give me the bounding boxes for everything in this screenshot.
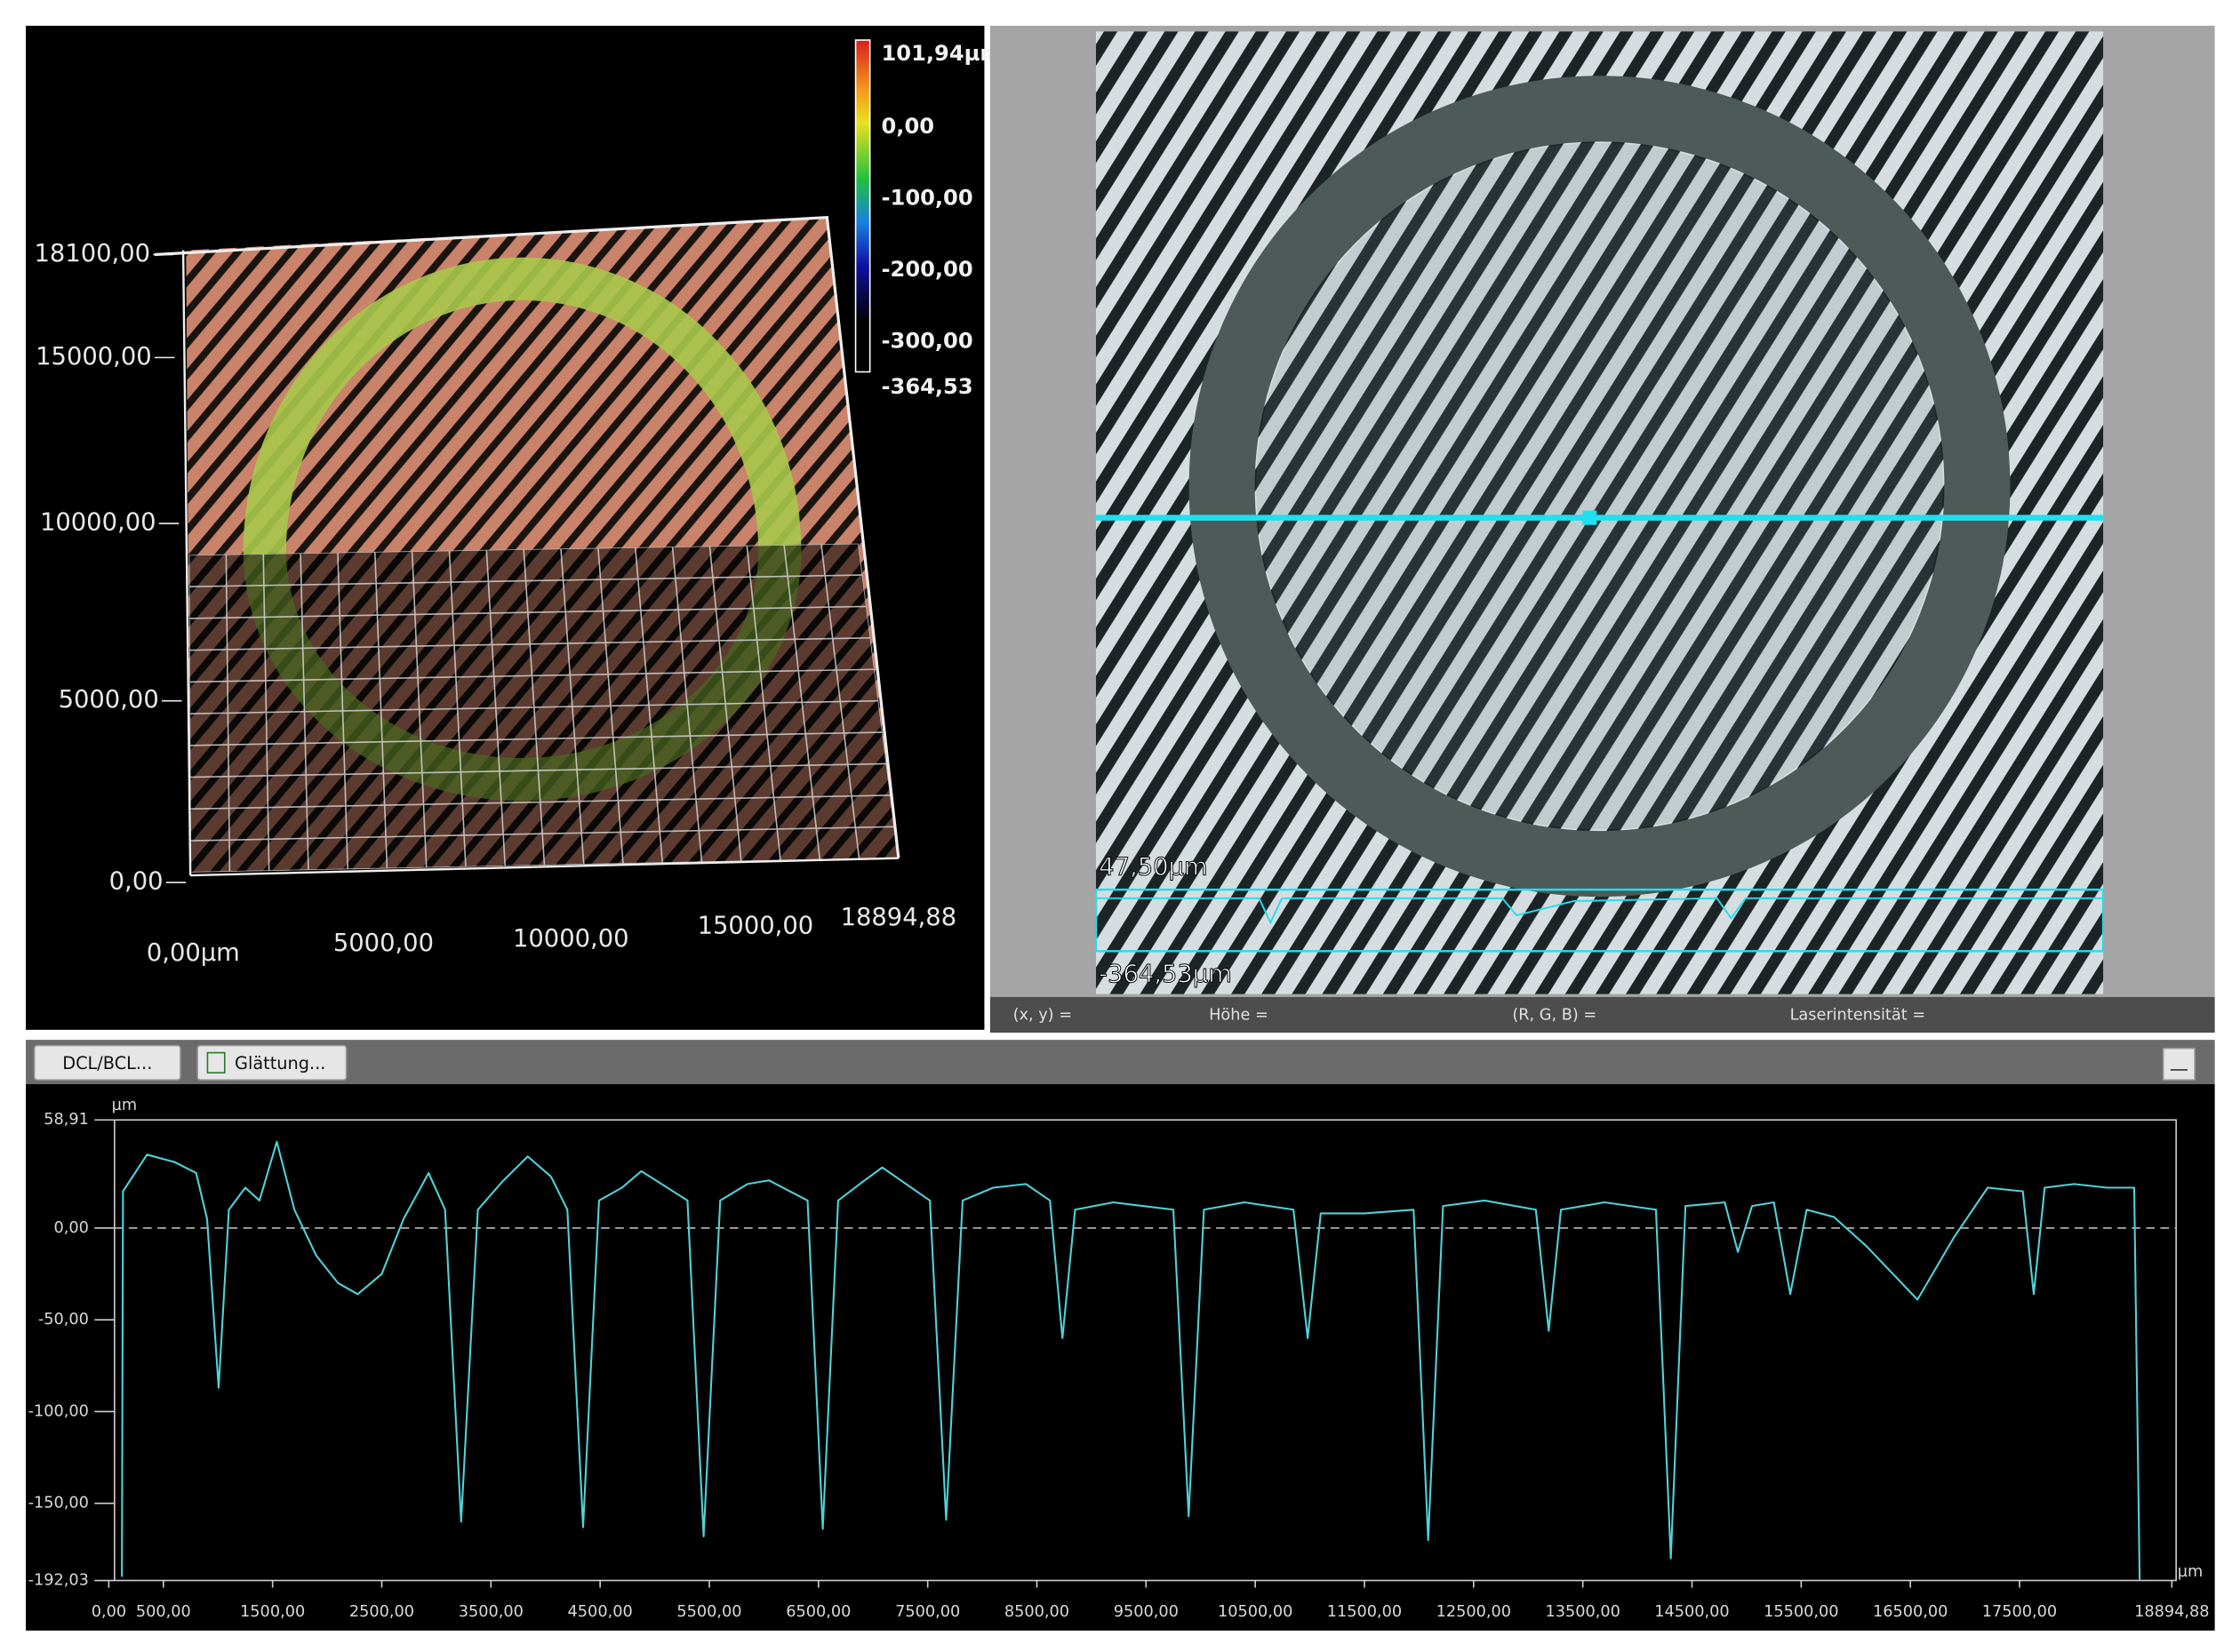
grid-3d-line (189, 762, 887, 778)
x-tick-label-3d: 10000,00 (513, 925, 629, 953)
y-tick-label-3d: 10000,00 (40, 509, 156, 537)
profile-line (121, 1140, 2141, 1581)
x-tick-label: 12500,00 (1436, 1603, 1511, 1621)
button-icon (206, 1051, 226, 1073)
y-tick-label: -150,00 (28, 1495, 89, 1512)
color-bar-label: -364,53 (882, 374, 973, 399)
profile-chart-panel (26, 1084, 2215, 1631)
y-tick-label-3d: 18100,00 (35, 240, 151, 267)
x-tick-label: 500,00 (136, 1603, 191, 1621)
y-tick-label: 0,00 (53, 1219, 88, 1237)
x-tick-label: 1500,00 (240, 1603, 305, 1621)
image-content: 47,50µm -364,53µm (1095, 76, 2104, 989)
ring (1188, 76, 2011, 898)
y-tick-label: -100,00 (28, 1402, 89, 1420)
y-tick-label-3d: 15000,00 (36, 343, 152, 371)
x-tick-label: 4500,00 (568, 1603, 633, 1621)
color-bar-label: -200,00 (882, 257, 973, 282)
status-field: Laserintensität = (1790, 1007, 1925, 1025)
plot-frame (114, 1119, 2177, 1582)
y-tick-label: -50,00 (38, 1311, 89, 1329)
y-tick-label: -192,03 (28, 1572, 89, 1590)
grid-3d-line (188, 637, 871, 651)
y-tick-label: 58,91 (44, 1111, 89, 1129)
frame-3d (154, 215, 900, 858)
x-tick-label-3d: 18894,88 (841, 904, 957, 931)
minimize-button[interactable] (2162, 1047, 2196, 1081)
profile-max-label: 47,50µm (1099, 853, 1207, 881)
x-tick-label: 18894,88 (2134, 1603, 2209, 1621)
grid-3d-line (189, 731, 883, 746)
y-unit: µm (112, 1097, 137, 1114)
x-tick-label: 7500,00 (895, 1603, 960, 1621)
x-tick-label: 3500,00 (459, 1603, 524, 1621)
x-tick-label: 17500,00 (1982, 1603, 2057, 1621)
ticks-3d: 18100,00 15000,00 10000,00 5000,00 0,00 0,00µ… (35, 240, 957, 967)
color-bar-labels: 101,94µm 0,00 -100,00 -200,00 -300,00 -364,53 (882, 41, 1003, 399)
ring-inner (1256, 142, 1943, 830)
surface-3d (154, 215, 900, 877)
profile-chart: 58,910,00-50,00-100,00-150,00-192,030,00… (28, 1097, 2210, 1621)
color-bar (854, 39, 871, 373)
toolbar (26, 1040, 2215, 1085)
axis-3d (190, 857, 899, 877)
status-field: (R, G, B) = (1512, 1007, 1596, 1025)
button-label[interactable]: Glättung... (235, 1053, 325, 1073)
x-tick-label-3d: 15000,00 (698, 912, 814, 939)
grid-3d-line (189, 699, 879, 714)
y-tick-label-3d: 0,00 (109, 868, 164, 896)
x-tick-label-3d: 5000,00 (333, 930, 434, 957)
profile-min-label: -364,53µm (1099, 961, 1232, 988)
button[interactable] (33, 1044, 181, 1081)
status-field: Höhe = (1209, 1007, 1268, 1025)
x-unit: µm (2178, 1563, 2203, 1581)
x-tick-label-3d: 0,00µm (147, 939, 240, 967)
color-bar-label: -100,00 (882, 186, 973, 211)
x-tick-label: 11500,00 (1327, 1603, 1402, 1621)
color-bar-label: 0,00 (882, 114, 935, 139)
x-tick-label: 2500,00 (349, 1603, 414, 1621)
grid-3d-line (189, 668, 875, 683)
x-tick-label: 0,00 (92, 1603, 126, 1621)
status-field: (x, y) = (1013, 1007, 1072, 1025)
grid-3d-line (189, 794, 891, 810)
color-bar-label: -300,00 (882, 329, 973, 354)
profile-preview (1095, 897, 2104, 925)
x-tick-label: 14500,00 (1654, 1603, 1729, 1621)
grid-3d-line (188, 574, 863, 588)
x-tick-label: 15500,00 (1764, 1603, 1838, 1621)
grid-3d-line (189, 826, 895, 842)
status-bar (989, 996, 2215, 1033)
y-tick-label-3d: 5000,00 (59, 686, 159, 714)
x-tick-label: 13500,00 (1545, 1603, 1620, 1621)
grid-3d-line (188, 605, 867, 619)
x-tick-label: 9500,00 (1114, 1603, 1179, 1621)
button[interactable] (196, 1044, 348, 1081)
x-tick-label: 5500,00 (676, 1603, 741, 1621)
profile-box (1095, 888, 2104, 953)
x-tick-label: 10500,00 (1218, 1603, 1292, 1621)
x-tick-label: 6500,00 (786, 1603, 851, 1621)
x-tick-label: 16500,00 (1873, 1603, 1948, 1621)
profile-handle[interactable] (1582, 510, 1597, 525)
color-bar-label: 101,94µm (882, 41, 1003, 66)
x-tick-label: 8500,00 (1004, 1603, 1069, 1621)
axis-3d (181, 250, 192, 876)
button-label[interactable]: DCL/BCL... (62, 1053, 152, 1073)
